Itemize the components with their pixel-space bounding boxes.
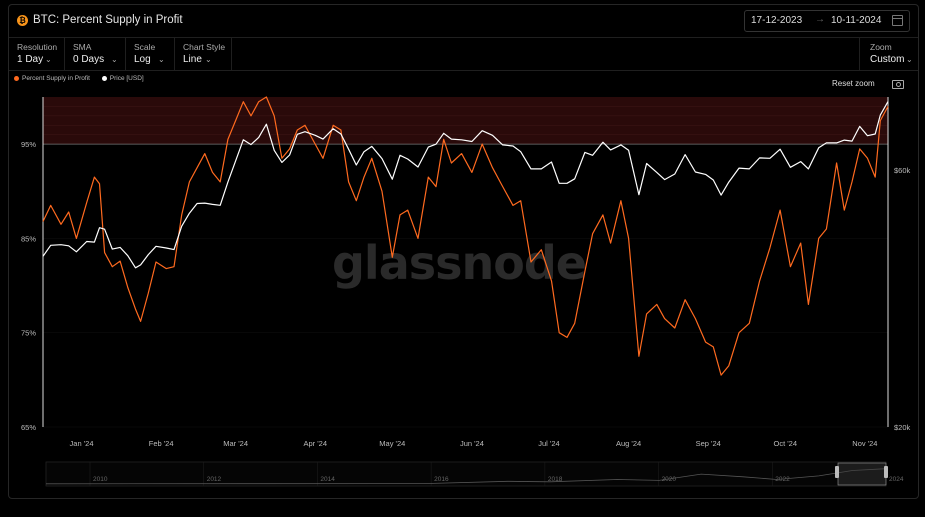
y-left-tick-label: 95% [21,140,36,149]
chart-style-value[interactable]: Line [183,54,202,65]
x-tick-label: Feb '24 [149,439,174,448]
y-right-tick-label: $20k [894,423,911,432]
navigator-handle-right [884,466,888,478]
legend-label-price: Price [USD] [109,75,144,82]
date-range-picker[interactable]: 17-12-2023 → 10-11-2024 [744,10,910,32]
navigator-year-label: 2012 [207,476,222,483]
calendar-icon[interactable] [892,15,903,26]
navigator-year-label: 2024 [889,476,904,483]
scale-select[interactable]: Scale Log ⌄ [126,38,175,70]
x-tick-label: Apr '24 [303,439,327,448]
resolution-value[interactable]: 1 Day [17,54,44,65]
bitcoin-icon: ₿ [17,15,28,26]
camera-icon[interactable] [892,80,904,89]
legend-dot-price [101,75,107,81]
chart-header: ₿ BTC: Percent Supply in Profit 17-12-20… [9,5,918,38]
y-left-tick-label: 65% [21,423,36,432]
navigator-year-label: 2022 [775,476,790,483]
x-tick-label: May '24 [379,439,405,448]
date-start-input[interactable]: 17-12-2023 [751,15,803,26]
scale-value[interactable]: Log [134,54,151,65]
y-left-tick-label: 75% [21,329,36,338]
scale-label: Scale [134,42,156,52]
navigator-year-label: 2010 [93,476,108,483]
legend-item-profit[interactable]: Percent Supply in Profit [14,75,90,82]
zoom-select[interactable]: Zoom Custom ⌄ [859,38,918,70]
navigator-year-label: 2018 [548,476,563,483]
chevron-down-icon: ⌄ [158,55,165,64]
chart-style-label: Chart Style [183,42,226,52]
resolution-select[interactable]: Resolution 1 Day ⌄ [9,38,65,70]
glassnode-watermark: glassnode [332,236,587,290]
x-tick-label: Jan '24 [70,439,94,448]
zoom-label: Zoom [870,42,892,52]
x-tick-label: Oct '24 [773,439,797,448]
chart-controls: Resolution 1 Day ⌄ SMA 0 Days ⌄ Scale Lo… [9,38,918,71]
reset-zoom-button[interactable]: Reset zoom [832,79,875,88]
sma-select[interactable]: SMA 0 Days ⌄ [65,38,126,70]
zoom-value[interactable]: Custom [870,54,905,65]
profit-band [43,97,888,145]
navigator-year-label: 2016 [434,476,449,483]
navigator-year-label: 2014 [320,476,335,483]
sma-label: SMA [73,42,92,52]
legend-item-price[interactable]: Price [USD] [101,75,144,82]
resolution-label: Resolution [17,42,58,52]
x-tick-label: Jul '24 [538,439,559,448]
chevron-down-icon: ⌄ [906,55,913,64]
chart-legend: Percent Supply in Profit Price [USD] [14,75,154,82]
legend-dot-profit [14,75,19,81]
chart-style-select[interactable]: Chart Style Line ⌄ [175,38,232,70]
date-arrow-icon: → [815,14,825,25]
navigator-year-label: 2020 [662,476,677,483]
price-usd-line [42,101,889,269]
chart-title: BTC: Percent Supply in Profit [33,14,183,26]
navigator-handle-left [835,466,839,478]
y-right-tick-label: $60k [894,166,911,175]
x-tick-label: Jun '24 [460,439,484,448]
x-tick-label: Mar '24 [223,439,248,448]
navigator-selection [837,462,887,486]
sma-value[interactable]: 0 Days [73,54,105,65]
percent-supply-in-profit-line [42,96,889,376]
navigator-price-silhouette [45,468,887,485]
chevron-down-icon: ⌄ [205,55,212,64]
chevron-down-icon: ⌄ [45,55,52,64]
date-end-input[interactable]: 10-11-2024 [831,15,882,26]
x-tick-label: Nov '24 [852,439,877,448]
chevron-down-icon: ⌄ [111,55,118,64]
x-tick-label: Aug '24 [616,439,641,448]
x-tick-label: Sep '24 [696,439,721,448]
y-left-tick-label: 85% [21,234,36,243]
legend-label-profit: Percent Supply in Profit [22,75,90,82]
chart-panel: ₿ BTC: Percent Supply in Profit 17-12-20… [8,4,919,499]
